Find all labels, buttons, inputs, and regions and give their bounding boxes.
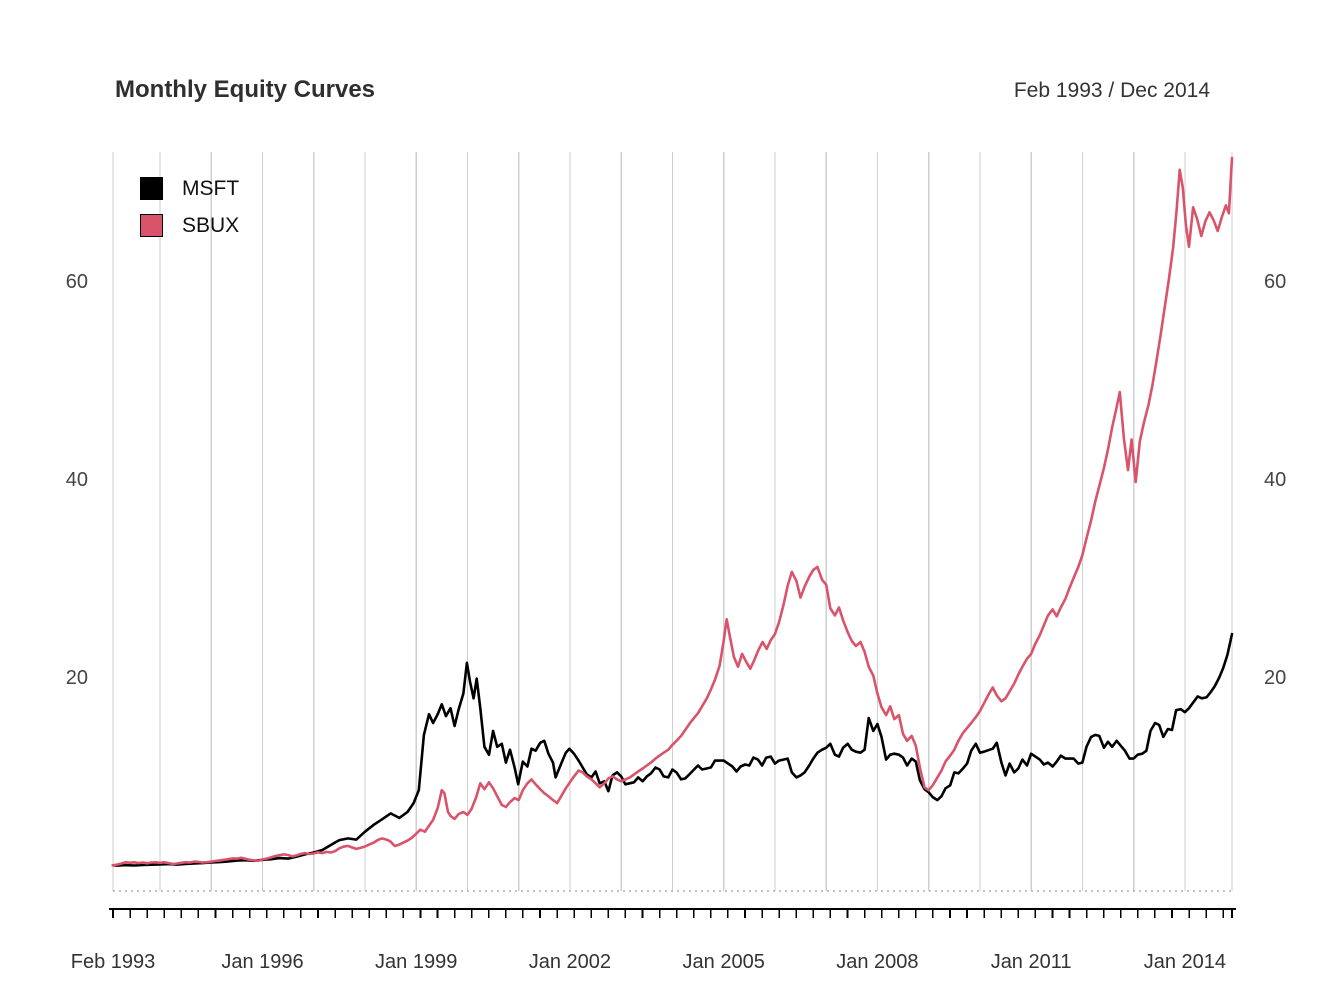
x-axis-label: Jan 2002 (528, 951, 612, 973)
x-axis-label: Feb 1993 (70, 951, 156, 973)
msft-legend-label: MSFT (182, 176, 240, 200)
y-axis-label-right: 60 (1264, 271, 1287, 294)
x-axis-label: Jan 2008 (836, 951, 919, 973)
sbux-line (111, 156, 1234, 867)
legend-item-msft: MSFT (140, 170, 239, 207)
msft-color-swatch (140, 177, 163, 200)
legend: MSFT SBUX (140, 170, 239, 244)
legend-item-sbux: SBUX (140, 207, 239, 244)
y-axis-label-left: 40 (65, 469, 88, 491)
y-axis-label-right: 40 (1264, 469, 1287, 491)
y-axis-label-left: 60 (65, 271, 88, 294)
x-axis-label: Jan 2011 (990, 951, 1072, 973)
y-axis-label-right: 20 (1264, 666, 1287, 689)
year-gridlines (112, 152, 1233, 891)
chart-title: Monthly Equity Curves (115, 76, 376, 103)
x-axis-label: Jan 2014 (1143, 951, 1227, 973)
x-axis (109, 908, 1236, 918)
x-axis-label: Jan 1999 (375, 951, 458, 973)
sbux-color-swatch (140, 214, 163, 237)
x-axis-label: Jan 2005 (682, 951, 765, 973)
msft-line (111, 632, 1234, 867)
date-range-label: Feb 1993 / Dec 2014 (1013, 79, 1210, 102)
y-axis-label-left: 20 (65, 666, 88, 689)
x-axis-label: Jan 1996 (221, 951, 304, 973)
sbux-legend-label: SBUX (182, 213, 240, 237)
